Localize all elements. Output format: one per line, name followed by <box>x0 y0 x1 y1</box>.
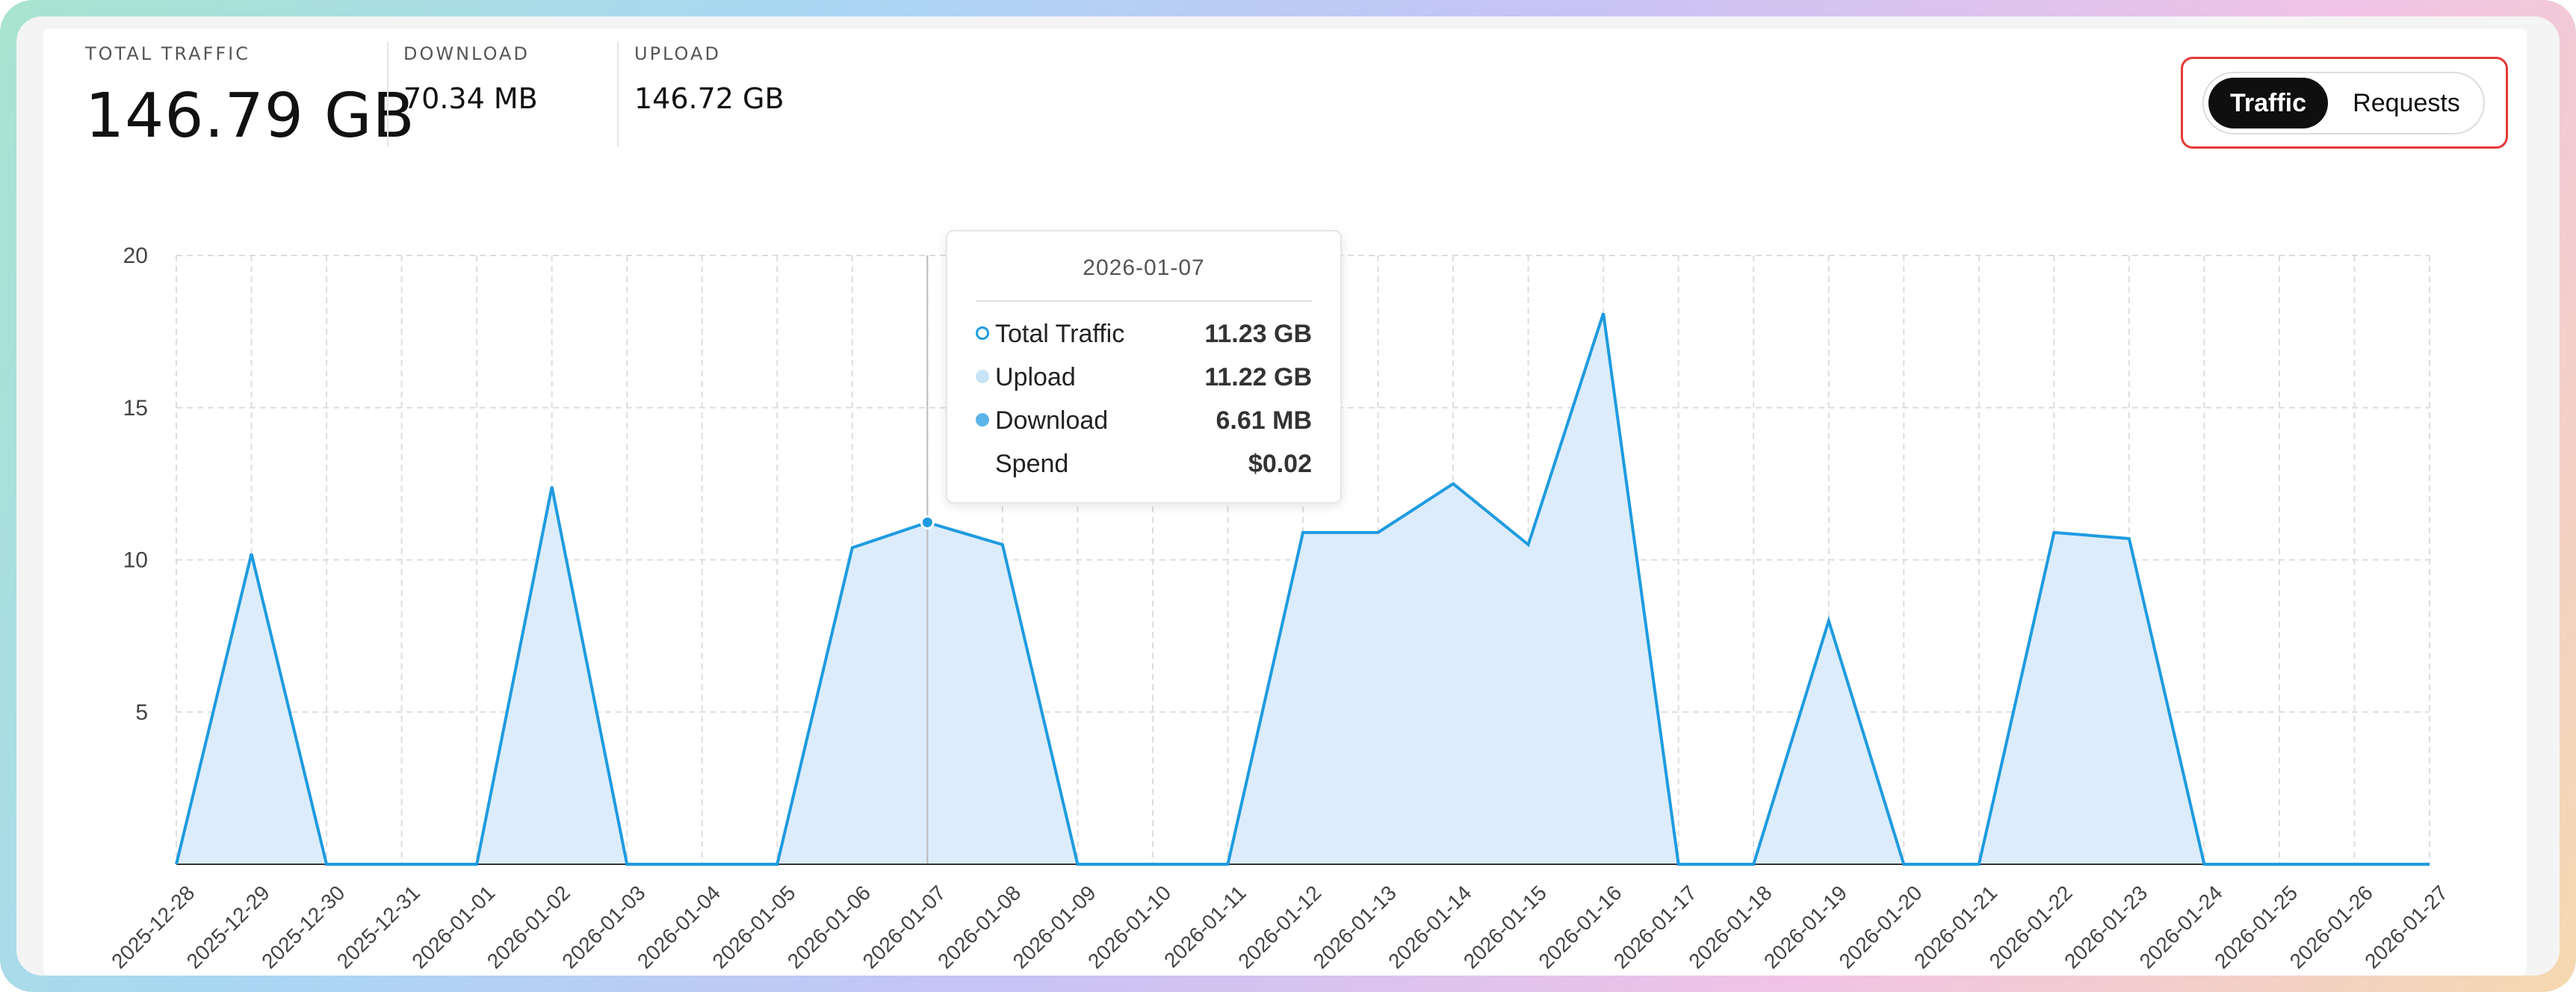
tooltip-divider <box>976 300 1312 302</box>
y-tick-label: 5 <box>135 700 148 725</box>
metric-toggle: Traffic Requests <box>2202 72 2485 134</box>
series-line <box>175 312 2430 866</box>
download-value: 70.34 MB <box>403 82 538 115</box>
tooltip-row-name: Spend <box>995 450 1069 478</box>
upload-marker-icon <box>976 370 989 383</box>
upload-stat: UPLOAD 146.72 GB <box>634 43 784 115</box>
data-point-highlighted <box>920 515 935 530</box>
total-traffic-marker-icon <box>976 326 989 340</box>
tooltip-row-spend: Spend $0.02 <box>976 448 1312 478</box>
tooltip-date: 2026-01-07 <box>1083 255 1205 280</box>
tooltip-row-name: Download <box>995 406 1109 435</box>
tooltip-row-value: 6.61 MB <box>1216 406 1313 435</box>
tooltip-row-value: $0.02 <box>1248 450 1312 478</box>
tooltip-row-upload: Upload 11.22 GB <box>976 362 1312 391</box>
y-tick-label: 10 <box>123 548 148 573</box>
tooltip-row-download: Download 6.61 MB <box>976 405 1312 435</box>
tooltip-row-value: 11.22 GB <box>1204 363 1312 391</box>
y-tick-label: 15 <box>123 396 148 421</box>
toggle-highlight-outline <box>2181 57 2508 149</box>
traffic-toggle-button[interactable]: Traffic <box>2208 78 2328 128</box>
tooltip-row-name: Upload <box>995 363 1076 391</box>
requests-toggle-button[interactable]: Requests <box>2353 89 2460 117</box>
tooltip-row-name: Total Traffic <box>995 320 1125 348</box>
download-label: DOWNLOAD <box>403 43 530 64</box>
chart-tooltip: 2026-01-07 Total Traffic 11.23 GB Upload… <box>946 230 1342 503</box>
stat-divider <box>617 42 619 146</box>
upload-label: UPLOAD <box>634 43 721 64</box>
tooltip-row-value: 11.23 GB <box>1204 320 1312 348</box>
stat-divider <box>387 42 388 146</box>
total-traffic-label: TOTAL TRAFFIC <box>85 43 250 64</box>
download-stat: DOWNLOAD 70.34 MB <box>403 43 538 115</box>
total-traffic-stat: TOTAL TRAFFIC 146.79 GB <box>85 43 415 152</box>
download-marker-icon <box>976 413 989 427</box>
series-area <box>176 313 2430 864</box>
upload-value: 146.72 GB <box>634 82 784 115</box>
total-traffic-value: 146.79 GB <box>85 81 415 152</box>
tooltip-row-total: Total Traffic 11.23 GB <box>976 318 1312 348</box>
y-tick-label: 20 <box>123 244 148 268</box>
